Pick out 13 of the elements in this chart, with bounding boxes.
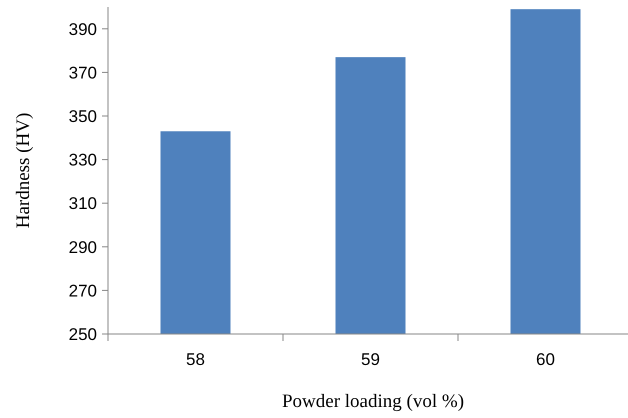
x-axis-title: Powder loading (vol %) <box>282 391 464 412</box>
y-tick-label: 350 <box>68 106 97 126</box>
y-tick-label: 290 <box>68 238 97 257</box>
y-tick-label: 270 <box>68 281 97 300</box>
x-tick-label: 58 <box>186 350 205 369</box>
y-tick-label: 370 <box>68 63 97 82</box>
y-tick-label: 310 <box>68 194 97 214</box>
y-tick-label: 330 <box>68 150 97 170</box>
y-tick-label: 390 <box>68 20 97 39</box>
y-tick-label: 250 <box>68 324 97 344</box>
x-tick-label: 60 <box>536 350 555 369</box>
x-tick-label: 59 <box>361 350 380 369</box>
y-axis-title: Hardness (HV) <box>13 112 34 228</box>
